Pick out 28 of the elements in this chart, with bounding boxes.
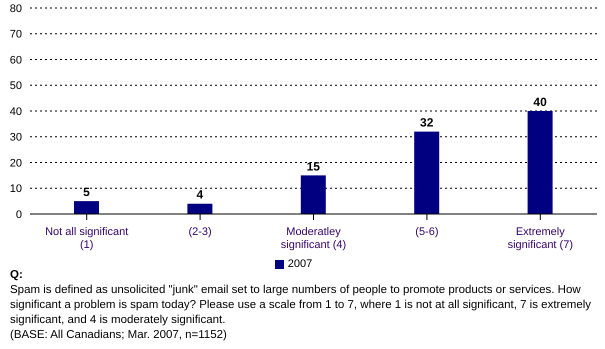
data-label: 40 (533, 95, 548, 109)
bar (414, 132, 440, 214)
x-tick-label: (2-3) (188, 226, 212, 238)
text: Q: (10, 269, 23, 281)
text: (BASE: All Canadians; Mar. 2007, n=1152) (10, 328, 228, 343)
bar (300, 175, 326, 214)
legend-label: 2007 (288, 258, 312, 270)
x-tick-label: Not all significant (1) (45, 226, 128, 251)
bar (187, 204, 212, 214)
data-label: 32 (420, 116, 434, 130)
data-label: 15 (306, 159, 320, 174)
y-tick-label: 0 (16, 208, 22, 221)
y-tick-label: 50 (10, 80, 22, 92)
data-label: 4 (196, 188, 204, 202)
x-tick-label: Moderatley significant (4) (280, 226, 346, 251)
y-tick-label: 70 (10, 28, 22, 41)
bar (528, 111, 553, 214)
data-label: 5 (83, 185, 90, 200)
y-tick-label: 60 (10, 54, 22, 66)
x-tick-label: Extremely significant (7) (508, 226, 574, 251)
text: Spam is defined as unsolicited "junk" email set to large numbers of people to promote products or services. How significant a problem is spam today? Please use a scale from 1 to 7, where 1 is not at all significant, 7 is extremely significant, and 4 is moderately significant. (10, 283, 592, 328)
x-tick-label: (5-6) (415, 226, 439, 238)
bar (74, 201, 99, 214)
y-tick-label: 80 (10, 2, 22, 15)
y-tick-label: 10 (10, 183, 22, 196)
y-tick-label: 30 (10, 132, 22, 144)
y-tick-label: 20 (10, 157, 22, 170)
y-tick-label: 40 (10, 106, 22, 118)
